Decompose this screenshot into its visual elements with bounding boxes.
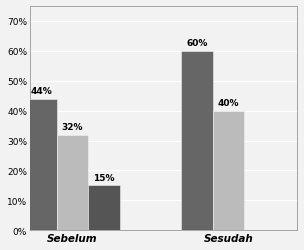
Bar <box>57 135 88 230</box>
Text: 40%: 40% <box>218 99 239 108</box>
Bar <box>213 111 244 230</box>
Text: 32%: 32% <box>62 122 83 132</box>
Text: 44%: 44% <box>30 87 52 96</box>
Text: 60%: 60% <box>186 39 208 48</box>
Bar <box>181 52 213 230</box>
Bar <box>25 99 57 230</box>
Bar <box>88 186 120 230</box>
Text: 15%: 15% <box>93 173 115 182</box>
